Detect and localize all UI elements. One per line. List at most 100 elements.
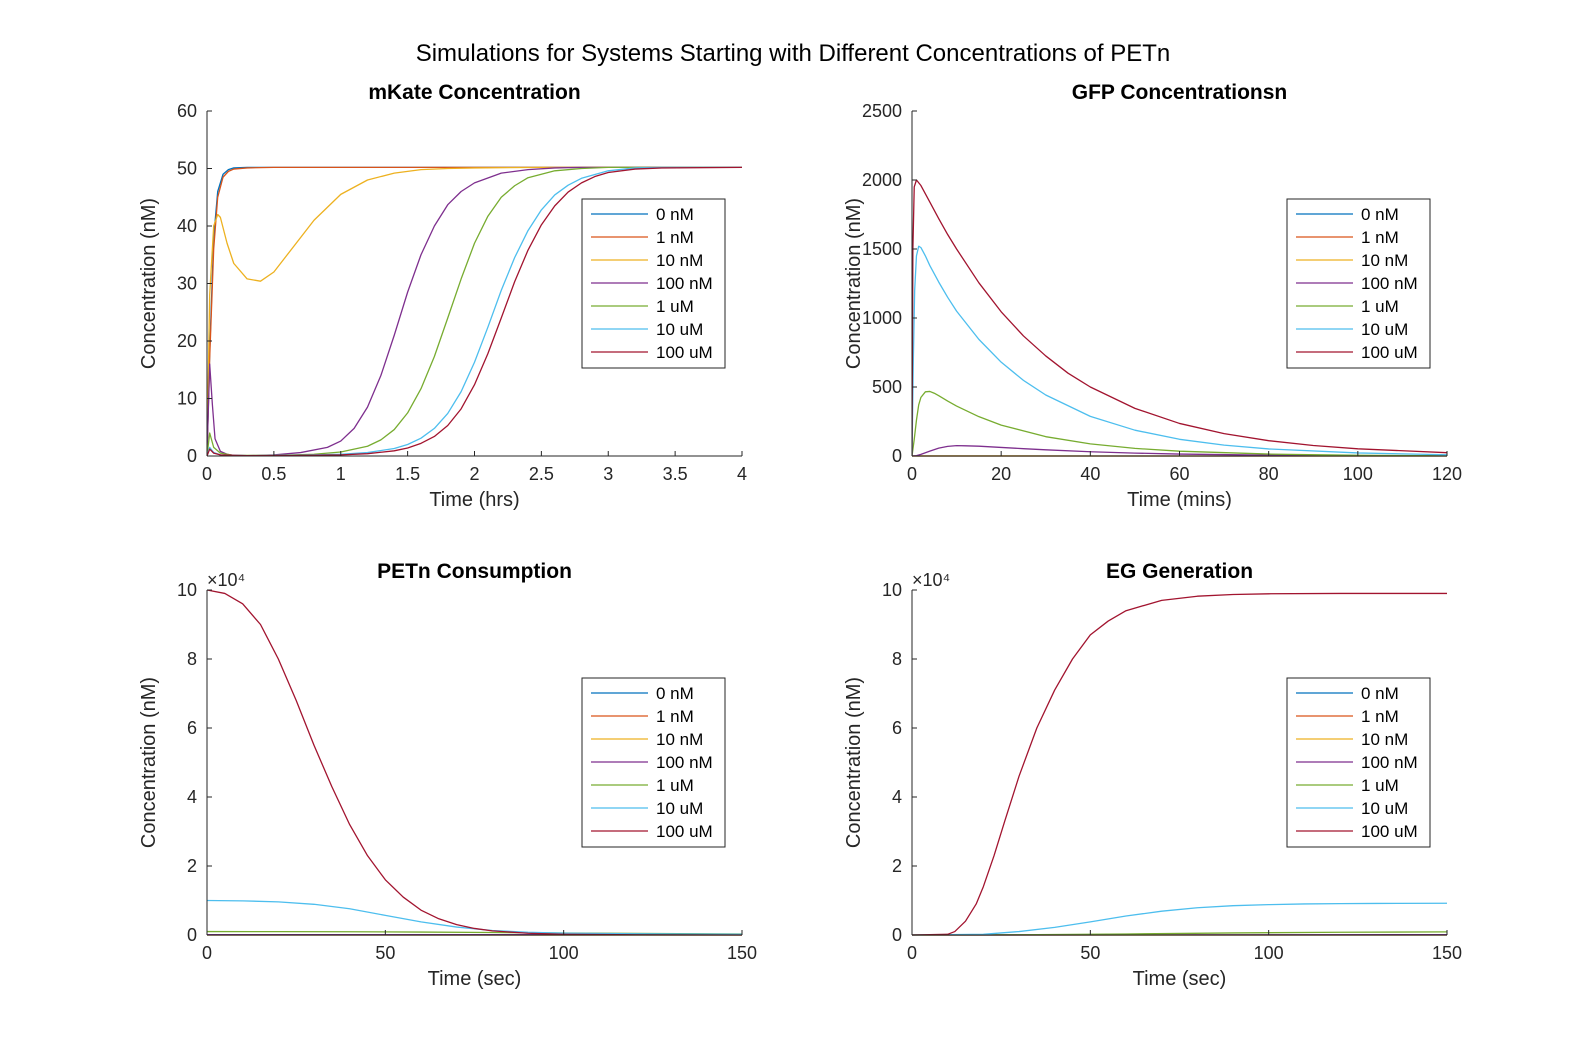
x-tick-label: 0	[907, 943, 917, 963]
x-tick-label: 100	[1343, 464, 1373, 484]
legend-label-10-nm: 10 nM	[1361, 251, 1408, 270]
y-axis-label: Concentration (nM)	[138, 198, 160, 369]
x-tick-label: 50	[375, 943, 395, 963]
y-exponent-label: ×10⁴	[912, 570, 950, 590]
legend-label-1-um: 1 uM	[1361, 297, 1399, 316]
legend-label-100-um: 100 uM	[1361, 343, 1418, 362]
series-line-10-nm	[207, 166, 742, 457]
x-tick-label: 3	[603, 464, 613, 484]
x-axis-label: Time (sec)	[1133, 968, 1227, 990]
panel-title: EG Generation	[1106, 560, 1253, 583]
y-tick-label: 4	[187, 787, 197, 807]
y-tick-label: 10	[882, 580, 902, 600]
x-tick-label: 60	[1169, 464, 1189, 484]
x-tick-label: 100	[549, 943, 579, 963]
x-tick-label: 0	[907, 464, 917, 484]
x-tick-label: 150	[727, 943, 757, 963]
y-tick-label: 30	[177, 274, 197, 294]
series-line-100-nm	[912, 444, 1447, 457]
series-line-1-um	[912, 390, 1447, 457]
series-line-100-um	[912, 592, 1447, 936]
legend-label-10-um: 10 uM	[1361, 799, 1408, 818]
legend-label-0-nm: 0 nM	[1361, 205, 1399, 224]
legend-label-10-um: 10 uM	[1361, 320, 1408, 339]
y-tick-label: 8	[892, 649, 902, 669]
series-line-100-um	[912, 179, 1447, 457]
legend: 0 nM 1 nM 10 nM 100 nM 1 uM 10 uM 100 uM	[581, 677, 726, 848]
y-tick-label: 20	[177, 331, 197, 351]
y-tick-label: 6	[187, 718, 197, 738]
y-tick-label: 10	[177, 389, 197, 409]
y-tick-label: 2	[892, 856, 902, 876]
legend-label-1-um: 1 uM	[656, 297, 694, 316]
y-tick-label: 10	[177, 580, 197, 600]
x-tick-label: 1.5	[395, 464, 420, 484]
y-tick-label: 50	[177, 159, 197, 179]
legend-label-100-nm: 100 nM	[656, 274, 713, 293]
y-tick-label: 2000	[862, 170, 902, 190]
x-tick-label: 4	[737, 464, 747, 484]
legend-label-100-um: 100 uM	[656, 343, 713, 362]
legend-label-1-nm: 1 nM	[656, 707, 694, 726]
legend-label-0-nm: 0 nM	[1361, 684, 1399, 703]
legend-label-100-nm: 100 nM	[1361, 753, 1418, 772]
y-tick-label: 8	[187, 649, 197, 669]
legend-label-100-nm: 100 nM	[1361, 274, 1418, 293]
y-exponent-label: ×10⁴	[207, 570, 245, 590]
y-axis-label: Concentration (nM)	[843, 677, 865, 848]
y-tick-label: 0	[892, 446, 902, 466]
x-tick-label: 150	[1432, 943, 1462, 963]
legend-label-1-nm: 1 nM	[656, 228, 694, 247]
legend: 0 nM 1 nM 10 nM 100 nM 1 uM 10 uM 100 uM	[581, 198, 726, 369]
x-tick-label: 40	[1080, 464, 1100, 484]
x-axis-label: Time (mins)	[1127, 489, 1232, 511]
x-tick-label: 0.5	[261, 464, 286, 484]
x-tick-label: 0	[202, 464, 212, 484]
legend-label-10-nm: 10 nM	[656, 730, 703, 749]
legend-label-1-nm: 1 nM	[1361, 707, 1399, 726]
legend-label-100-nm: 100 nM	[656, 753, 713, 772]
legend-label-10-um: 10 uM	[656, 799, 703, 818]
y-tick-label: 1000	[862, 308, 902, 328]
panel-title: PETn Consumption	[377, 560, 572, 583]
series-line-100-nm	[207, 166, 742, 457]
x-tick-label: 3.5	[663, 464, 688, 484]
x-tick-label: 120	[1432, 464, 1462, 484]
series-line-10-um	[912, 902, 1447, 936]
x-tick-label: 0	[202, 943, 212, 963]
legend-label-1-um: 1 uM	[656, 776, 694, 795]
y-tick-label: 0	[187, 925, 197, 945]
y-tick-label: 2500	[862, 101, 902, 121]
series-line-10-um	[207, 899, 742, 935]
legend-label-10-nm: 10 nM	[1361, 730, 1408, 749]
x-axis-label: Time (sec)	[428, 968, 522, 990]
y-tick-label: 500	[872, 377, 902, 397]
y-tick-label: 4	[892, 787, 902, 807]
y-tick-label: 0	[892, 925, 902, 945]
y-tick-label: 40	[177, 216, 197, 236]
legend-label-10-nm: 10 nM	[656, 251, 703, 270]
y-tick-label: 0	[187, 446, 197, 466]
panel-petn: PETn Consumption 0 50 100 150 0 2 4 6 8 10 ×10⁴ Time…	[138, 560, 757, 990]
legend-label-100-um: 100 uM	[1361, 822, 1418, 841]
figure-title: Simulations for Systems Starting with Di…	[416, 40, 1171, 67]
x-tick-label: 2	[469, 464, 479, 484]
x-axis-label: Time (hrs)	[429, 489, 519, 511]
x-tick-label: 80	[1259, 464, 1279, 484]
series-line-10-um	[912, 245, 1447, 457]
y-axis-label: Concentration (nM)	[138, 677, 160, 848]
series-line-100-um	[207, 589, 742, 936]
y-tick-label: 1500	[862, 239, 902, 259]
legend: 0 nM 1 nM 10 nM 100 nM 1 uM 10 uM 100 uM	[1286, 677, 1431, 848]
y-axis-label: Concentration (nM)	[843, 198, 865, 369]
x-tick-label: 20	[991, 464, 1011, 484]
legend-label-100-um: 100 uM	[656, 822, 713, 841]
x-tick-label: 1	[336, 464, 346, 484]
x-tick-label: 2.5	[529, 464, 554, 484]
panel-eg: EG Generation 0 50 100 150 0 2 4 6 8 10 ×10⁴ Time (s…	[843, 560, 1462, 990]
y-tick-label: 6	[892, 718, 902, 738]
y-tick-label: 60	[177, 101, 197, 121]
legend-label-10-um: 10 uM	[656, 320, 703, 339]
